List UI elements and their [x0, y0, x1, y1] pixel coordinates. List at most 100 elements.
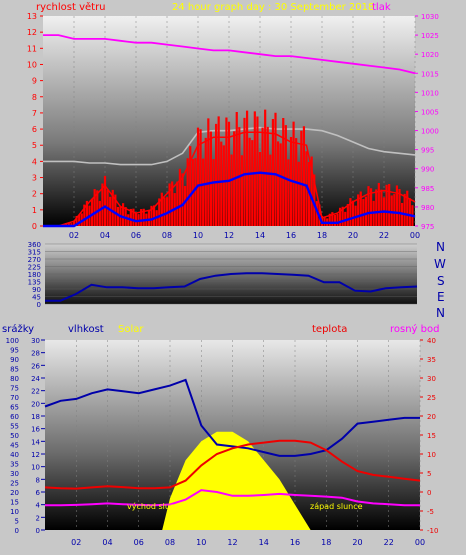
y-left-tick-label: 1 [32, 206, 37, 215]
temp-tick-label: 0 [427, 489, 431, 497]
y-right-tick-label: 1015 [421, 70, 439, 78]
y-left-tick-label: 12 [27, 28, 37, 37]
wind-pressure-chart: 0123456789101112139759809859909951000100… [27, 12, 439, 240]
humidity-tick-label: 14 [31, 438, 40, 446]
series-line-wind-gust [43, 131, 416, 227]
sunset-annotation: západ slunce [310, 502, 363, 511]
y-left-tick-label: 6 [32, 125, 37, 134]
temp-tick-label: -10 [427, 527, 438, 535]
temp-tick-label: 40 [427, 337, 436, 345]
wind-speed-label: rychlost větru [36, 1, 106, 13]
rain-tick-label: 90 [10, 356, 19, 364]
y-left-tick-label: 7 [32, 109, 37, 118]
humidity-tick-label: 4 [36, 502, 41, 510]
compass-w: W [434, 257, 446, 271]
direction-tick-label: 45 [32, 294, 41, 302]
x-tick-label: 06 [134, 538, 144, 547]
temp-tick-label: -5 [427, 508, 434, 516]
humidity-temperature-chart: 0510152025303540455055606570758085909510… [6, 337, 439, 547]
rain-tick-label: 100 [6, 337, 19, 345]
y-right-tick-label: 1010 [421, 89, 439, 97]
temp-tick-label: 10 [427, 451, 436, 459]
y-left-tick-label: 9 [32, 77, 37, 86]
series-line-direction [45, 272, 418, 302]
temp-tick-label: 15 [427, 432, 436, 440]
y-right-tick-label: 985 [421, 185, 434, 193]
y-right-tick-label: 1020 [421, 51, 439, 59]
humidity-tick-label: 6 [36, 489, 41, 497]
compass-n-top: N [436, 240, 445, 254]
humidity-tick-label: 18 [31, 413, 40, 421]
y-left-tick-label: 3 [32, 174, 37, 183]
humidity-tick-label: 26 [31, 362, 40, 370]
rain-tick-label: 5 [15, 518, 19, 526]
direction-tick-label: 135 [28, 279, 41, 287]
direction-tick-label: 360 [28, 241, 41, 249]
y-right-tick-label: 975 [421, 223, 434, 231]
humidity-tick-label: 20 [31, 400, 40, 408]
temp-tick-label: 30 [427, 375, 436, 383]
x-tick-label: 18 [317, 231, 327, 240]
y-left-tick-label: 8 [32, 93, 37, 102]
series-wind-gust [62, 109, 414, 226]
y-right-tick-label: 995 [421, 147, 434, 155]
humidity-tick-label: 2 [36, 514, 40, 522]
x-tick-label: 02 [71, 538, 81, 547]
y-left-tick-label: 0 [32, 222, 37, 231]
direction-tick-label: 90 [32, 286, 41, 294]
rain-tick-label: 60 [10, 413, 19, 421]
rain-tick-label: 75 [10, 385, 19, 393]
y-right-tick-label: 980 [421, 204, 434, 212]
rain-tick-label: 85 [10, 366, 19, 374]
sunrise-annotation: východ slunce [127, 502, 184, 511]
humidity-label: vlhkost [68, 324, 104, 335]
x-tick-label: 02 [69, 231, 79, 240]
humidity-tick-label: 10 [31, 464, 40, 472]
rain-tick-label: 20 [10, 489, 19, 497]
rain-tick-label: 95 [10, 347, 19, 355]
rain-tick-label: 65 [10, 404, 19, 412]
rain-tick-label: 30 [10, 470, 19, 478]
series-line-wind-avg [43, 171, 416, 228]
y-left-tick-label: 13 [27, 12, 37, 21]
rain-tick-label: 45 [10, 442, 19, 450]
x-tick-label: 06 [131, 231, 141, 240]
series-line-dew-point [45, 489, 420, 507]
x-tick-label: 14 [255, 231, 265, 240]
compass-n-bottom: N [436, 306, 445, 320]
rain-tick-label: 55 [10, 423, 19, 431]
direction-tick-label: 225 [28, 264, 41, 272]
temp-tick-label: 20 [427, 413, 436, 421]
direction-tick-label: 0 [37, 301, 41, 309]
humidity-tick-label: 28 [31, 350, 40, 358]
solar-label: Solar [118, 324, 144, 335]
y-left-tick-label: 5 [32, 141, 37, 150]
direction-tick-label: 315 [28, 249, 41, 257]
x-tick-label: 12 [227, 538, 237, 547]
humidity-tick-label: 22 [31, 388, 40, 396]
rain-tick-label: 50 [10, 432, 19, 440]
rain-tick-label: 40 [10, 451, 19, 459]
x-tick-label: 20 [348, 231, 358, 240]
compass-e: E [437, 290, 445, 304]
x-tick-label: 16 [290, 538, 300, 547]
x-tick-label: 00 [415, 538, 425, 547]
y-right-tick-label: 1030 [421, 13, 439, 21]
rain-tick-label: 15 [10, 499, 19, 507]
temperature-label: teplota [312, 324, 347, 335]
compass-s: S [437, 274, 445, 288]
rain-tick-label: 80 [10, 375, 19, 383]
rain-tick-label: 35 [10, 461, 19, 469]
x-tick-label: 10 [193, 231, 203, 240]
x-tick-label: 10 [196, 538, 206, 547]
x-tick-label: 22 [384, 538, 394, 547]
temp-tick-label: 25 [427, 394, 436, 402]
x-tick-label: 20 [352, 538, 362, 547]
series-line-humidity [44, 378, 420, 457]
pressure-label: tlak [372, 2, 391, 13]
y-right-tick-label: 990 [421, 166, 434, 174]
rain-tick-label: 0 [15, 527, 19, 535]
y-right-tick-label: 1005 [421, 108, 439, 116]
